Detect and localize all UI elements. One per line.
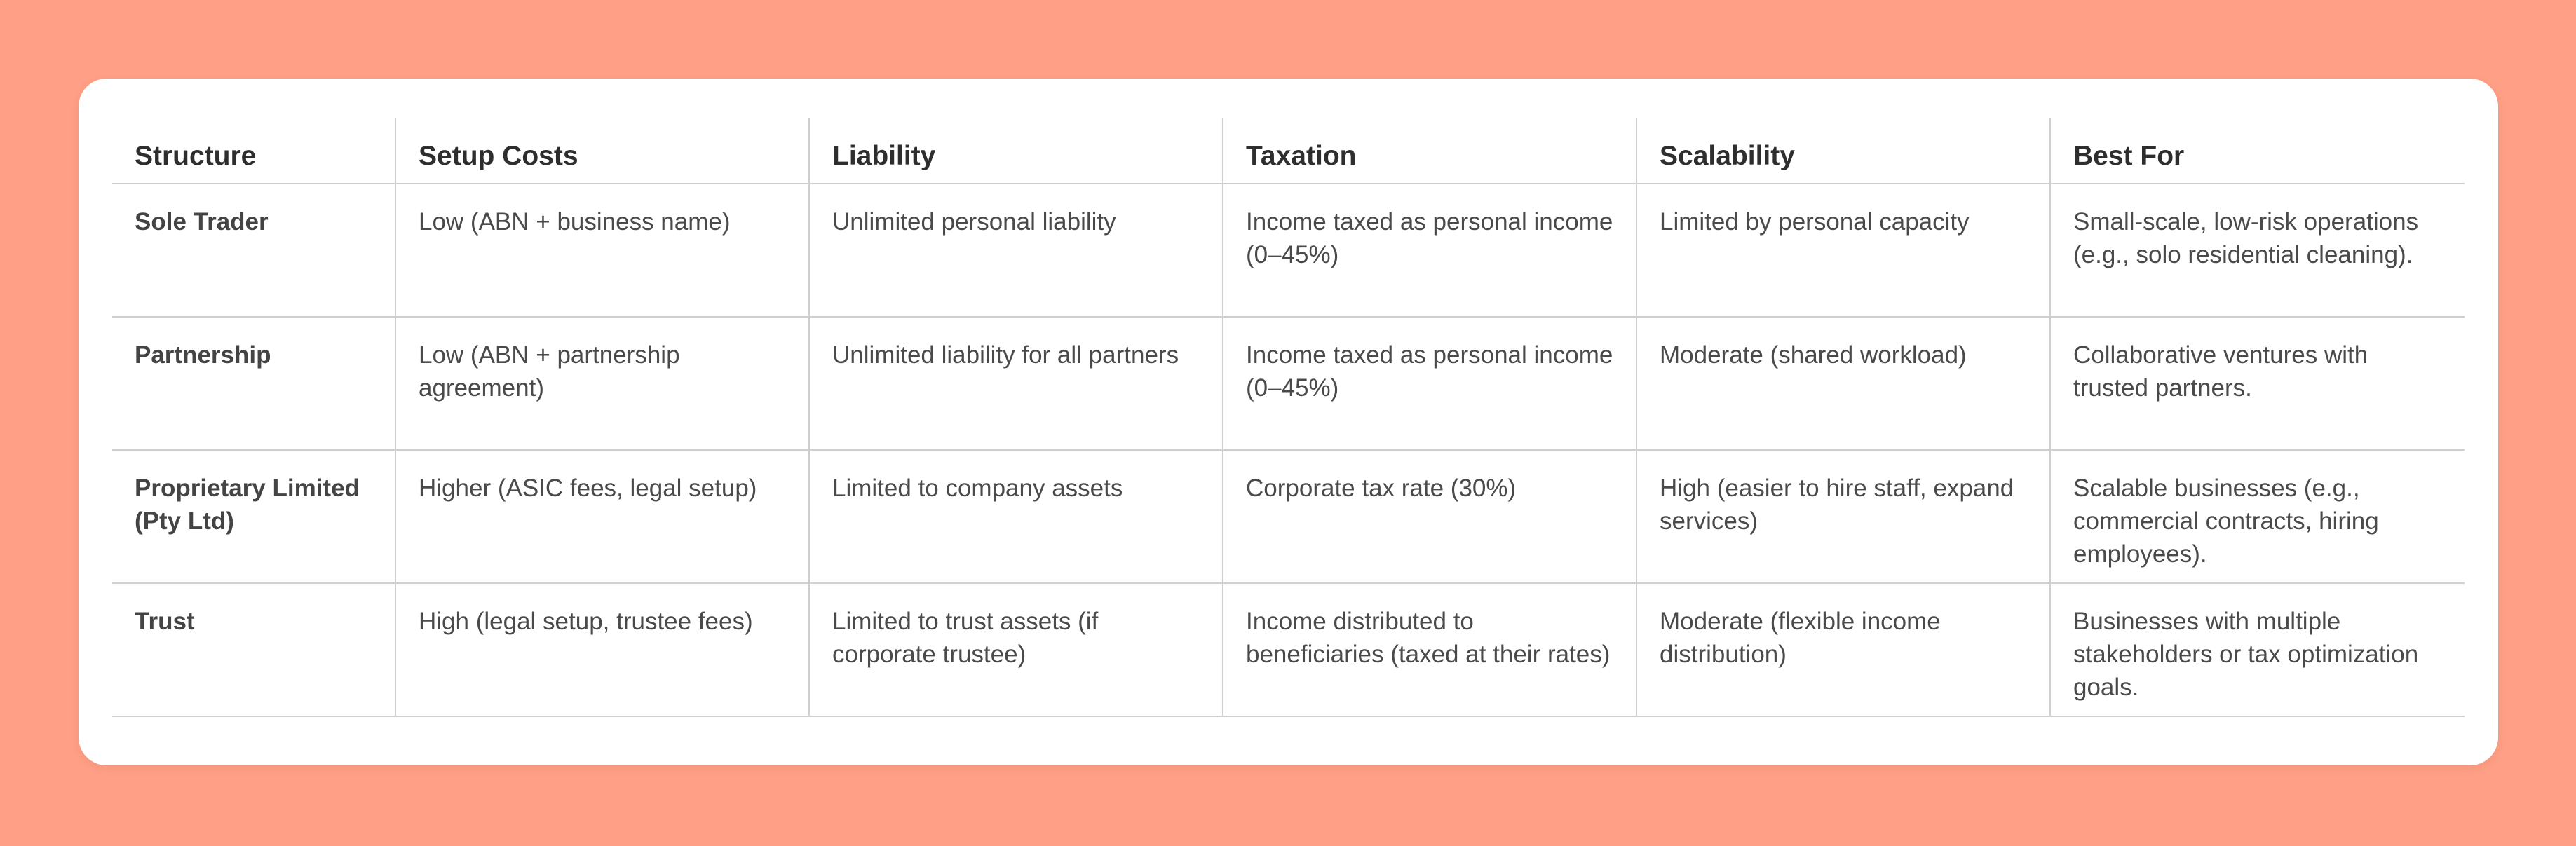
cell-structure: Trust: [112, 583, 395, 717]
cell-best-for: Businesses with multiple stakeholders or…: [2049, 583, 2465, 717]
cell-liability: Limited to company assets: [808, 450, 1223, 584]
cell-scalability: Limited by personal capacity: [1636, 184, 2050, 318]
cell-best-for: Small-scale, low-risk operations (e.g., …: [2049, 184, 2465, 318]
cell-setup-costs: Low (ABN + partnership agreement): [395, 317, 809, 451]
cell-scalability: Moderate (shared workload): [1636, 317, 2050, 451]
table-row: Proprietary Limited (Pty Ltd) Higher (ASI…: [112, 450, 2465, 584]
cell-structure: Proprietary Limited (Pty Ltd): [112, 450, 395, 584]
header-structure: Structure: [112, 118, 395, 184]
cell-liability: Limited to trust assets (if corporate tr…: [808, 583, 1223, 717]
cell-best-for: Scalable businesses (e.g., commercial co…: [2049, 450, 2465, 584]
cell-structure: Sole Trader: [112, 184, 395, 318]
header-best-for: Best For: [2049, 118, 2465, 184]
header-taxation: Taxation: [1222, 118, 1636, 184]
cell-taxation: Income taxed as personal income (0–45%): [1222, 317, 1636, 451]
table-row: Partnership Low (ABN + partnership agree…: [112, 317, 2465, 451]
cell-scalability: Moderate (flexible income distribution): [1636, 583, 2050, 717]
cell-taxation: Income taxed as personal income (0–45%): [1222, 184, 1636, 318]
cell-taxation: Corporate tax rate (30%): [1222, 450, 1636, 584]
cell-liability: Unlimited liability for all partners: [808, 317, 1223, 451]
comparison-card: Structure Setup Costs Liability Taxation…: [79, 79, 2498, 765]
table-header-row: Structure Setup Costs Liability Taxation…: [112, 118, 2465, 184]
cell-setup-costs: Low (ABN + business name): [395, 184, 809, 318]
header-scalability: Scalability: [1636, 118, 2050, 184]
cell-setup-costs: Higher (ASIC fees, legal setup): [395, 450, 809, 584]
cell-setup-costs: High (legal setup, trustee fees): [395, 583, 809, 717]
table-row: Trust High (legal setup, trustee fees) L…: [112, 583, 2465, 717]
cell-liability: Unlimited personal liability: [808, 184, 1223, 318]
cell-structure: Partnership: [112, 317, 395, 451]
table-row: Sole Trader Low (ABN + business name) Un…: [112, 184, 2465, 318]
cell-best-for: Collaborative ventures with trusted part…: [2049, 317, 2465, 451]
cell-taxation: Income distributed to beneficiaries (tax…: [1222, 583, 1636, 717]
cell-scalability: High (easier to hire staff, expand servi…: [1636, 450, 2050, 584]
header-setup-costs: Setup Costs: [395, 118, 809, 184]
header-liability: Liability: [808, 118, 1223, 184]
business-structure-table: Structure Setup Costs Liability Taxation…: [112, 118, 2465, 717]
